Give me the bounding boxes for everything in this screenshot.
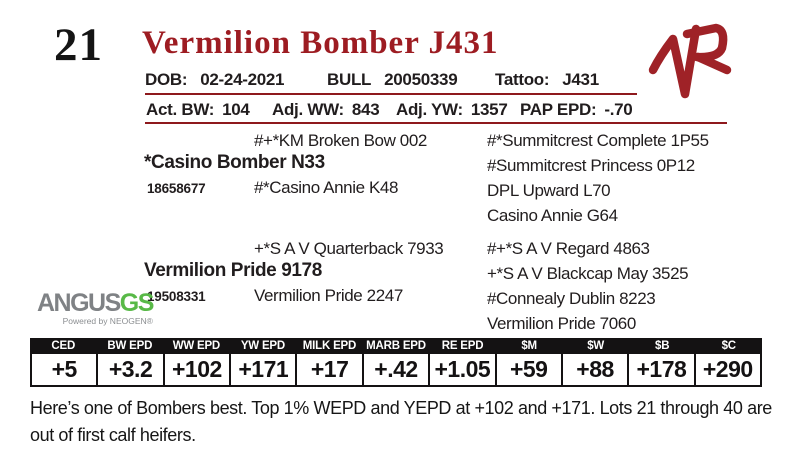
adj-ww-label: Adj. WW: [272, 100, 344, 119]
sire-dam-name: #*Casino Annie K48 [254, 178, 399, 197]
header-divider-2 [145, 122, 727, 124]
angus-logo-text: ANGUS [37, 289, 121, 317]
epd-header-dollar-w: $W [587, 340, 605, 352]
dam-name: Vermilion Pride 9178 [144, 260, 322, 281]
epd-table-header-row: CED BW EPD WW EPD YW EPD MILK EPD MARB E… [30, 338, 762, 354]
dam-ancestor-1: #+*S A V Regard 4863 [487, 239, 650, 258]
epd-value-marb: +.42 [364, 354, 431, 385]
epd-header-re: RE EPD [441, 340, 484, 352]
dam-dam-name: Vermilion Pride 2247 [254, 286, 403, 305]
epd-header-ced: CED [51, 340, 76, 352]
adj-yw-label: Adj. YW: [396, 100, 463, 119]
epd-header-dollar-c: $C [721, 340, 737, 352]
epd-header-ww: WW EPD [172, 340, 221, 352]
header-divider-1 [145, 93, 637, 95]
page-title: Vermilion Bomber J431 [142, 25, 499, 61]
act-bw-field: Act. BW: 104 [146, 100, 250, 120]
dam-ancestor-3: #Connealy Dublin 8223 [487, 289, 656, 308]
epd-table-value-row: +5 +3.2 +102 +171 +17 +.42 +1.05 +59 +88… [30, 354, 762, 387]
ranch-brand-icon [648, 23, 732, 99]
tattoo-field: Tattoo: J431 [495, 70, 599, 90]
sire-ancestor-3: DPL Upward L70 [487, 181, 611, 200]
epd-value-ced: +5 [32, 354, 99, 385]
epd-header-milk: MILK EPD [302, 340, 357, 352]
dam-sire-name: +*S A V Quarterback 7933 [254, 239, 444, 258]
sex-label: BULL [327, 70, 372, 89]
sire-ancestor-4: Casino Annie G64 [487, 206, 618, 225]
pap-epd-value: -.70 [604, 100, 633, 119]
tattoo-value: J431 [562, 70, 599, 89]
sex-reg-field: BULL 20050339 [327, 70, 458, 90]
lot-description: Here’s one of Bombers best. Top 1% WEPD … [30, 398, 772, 445]
neogen-tagline: Powered by NEOGEN® [62, 316, 153, 326]
epd-header-bw: BW EPD [107, 340, 153, 352]
reg-number: 20050339 [384, 70, 458, 89]
adj-yw-field: Adj. YW: 1357 [396, 100, 508, 120]
tattoo-label: Tattoo: [495, 70, 550, 89]
sire-ancestor-1: #*Summitcrest Complete 1P55 [487, 131, 709, 150]
epd-value-ww: +102 [165, 354, 232, 385]
adj-yw-value: 1357 [470, 100, 508, 119]
adj-ww-value: 843 [351, 100, 380, 119]
dob-field: DOB: 02-24-2021 [145, 70, 285, 90]
sire-reg-number: 18658677 [147, 181, 206, 196]
epd-value-dollar-b: +178 [629, 354, 696, 385]
act-bw-label: Act. BW: [146, 100, 215, 119]
epd-value-bw: +3.2 [98, 354, 165, 385]
sire-sire-name: #+*KM Broken Bow 002 [254, 131, 427, 150]
gs-logo-text: GS [119, 289, 155, 317]
epd-header-dollar-m: $M [521, 340, 537, 352]
epd-value-dollar-c: +290 [702, 356, 753, 382]
epd-value-yw: +171 [231, 354, 298, 385]
lot-number: 21 [54, 19, 103, 71]
pap-epd-field: PAP EPD: -.70 [520, 100, 633, 120]
dam-reg-number: 19508331 [147, 289, 206, 304]
dam-ancestor-4: Vermilion Pride 7060 [487, 314, 636, 333]
epd-header-marb: MARB EPD [366, 340, 426, 352]
angus-gs-logo: ANGUSGS Powered by NEOGEN® [37, 289, 155, 326]
dam-ancestor-2: +*S A V Blackcap May 3525 [487, 264, 689, 283]
act-bw-value: 104 [222, 100, 250, 119]
adj-ww-field: Adj. WW: 843 [272, 100, 380, 120]
dob-value: 02-24-2021 [200, 70, 285, 89]
sire-ancestor-2: #Summitcrest Princess 0P12 [487, 156, 695, 175]
sire-name: *Casino Bomber N33 [144, 152, 325, 173]
epd-value-dollar-w: +88 [563, 354, 630, 385]
epd-header-yw: YW EPD [240, 340, 285, 352]
epd-value-dollar-m: +59 [497, 354, 563, 385]
epd-table: CED BW EPD WW EPD YW EPD MILK EPD MARB E… [30, 338, 762, 387]
epd-value-milk: +17 [297, 354, 364, 385]
epd-value-re: +1.05 [430, 354, 497, 385]
epd-header-dollar-b: $B [655, 340, 670, 352]
pap-epd-label: PAP EPD: [520, 100, 597, 119]
dob-label: DOB: [145, 70, 188, 89]
